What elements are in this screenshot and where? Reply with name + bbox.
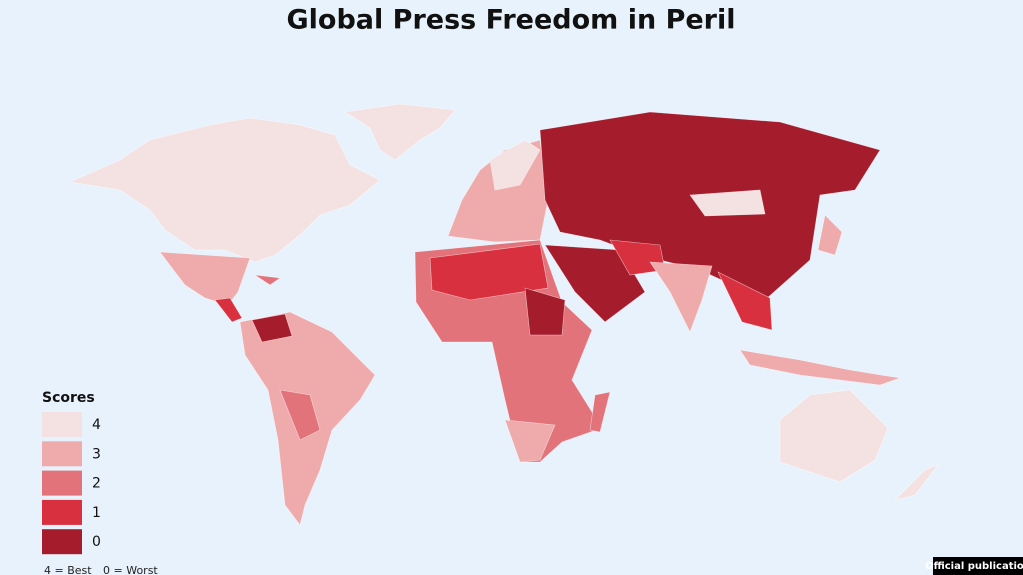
madagascar — [589, 391, 611, 433]
venezuela — [251, 313, 293, 343]
india — [649, 261, 713, 333]
central-america — [214, 297, 243, 323]
southeast-asia — [717, 271, 773, 331]
greenland — [344, 103, 456, 161]
australia — [779, 389, 889, 483]
legend-label: 1 — [92, 505, 101, 521]
footnote-best: 4 = Best — [44, 564, 92, 575]
legend-swatch — [42, 470, 82, 496]
legend-swatch — [42, 529, 82, 555]
nordics — [489, 139, 541, 191]
legend-label: 4 — [92, 417, 101, 433]
legend-label: 3 — [92, 446, 101, 462]
legend-swatch — [42, 499, 82, 525]
north-america — [68, 117, 381, 263]
indonesia — [739, 349, 901, 386]
legend: 4 3 2 1 0 — [42, 412, 101, 555]
bolivia-region — [279, 389, 321, 441]
sudan — [524, 287, 566, 336]
legend-title: Scores — [42, 390, 95, 406]
japan — [817, 214, 843, 256]
new-zealand — [894, 464, 939, 501]
legend-label: 0 — [92, 534, 101, 550]
north-africa — [429, 243, 549, 301]
caribbean — [254, 274, 281, 286]
legend-label: 2 — [92, 476, 101, 492]
mongolia — [689, 189, 766, 217]
map-title: Global Press Freedom in Peril — [287, 5, 736, 36]
badge: Official publication — [925, 561, 1023, 572]
world-map — [68, 103, 939, 526]
footnote-worst: 0 = Worst — [103, 564, 158, 575]
badge-background — [933, 557, 1023, 575]
south-africa — [504, 419, 556, 463]
legend-swatch — [42, 412, 82, 437]
middle-east — [544, 244, 646, 323]
legend-swatch — [42, 441, 82, 467]
